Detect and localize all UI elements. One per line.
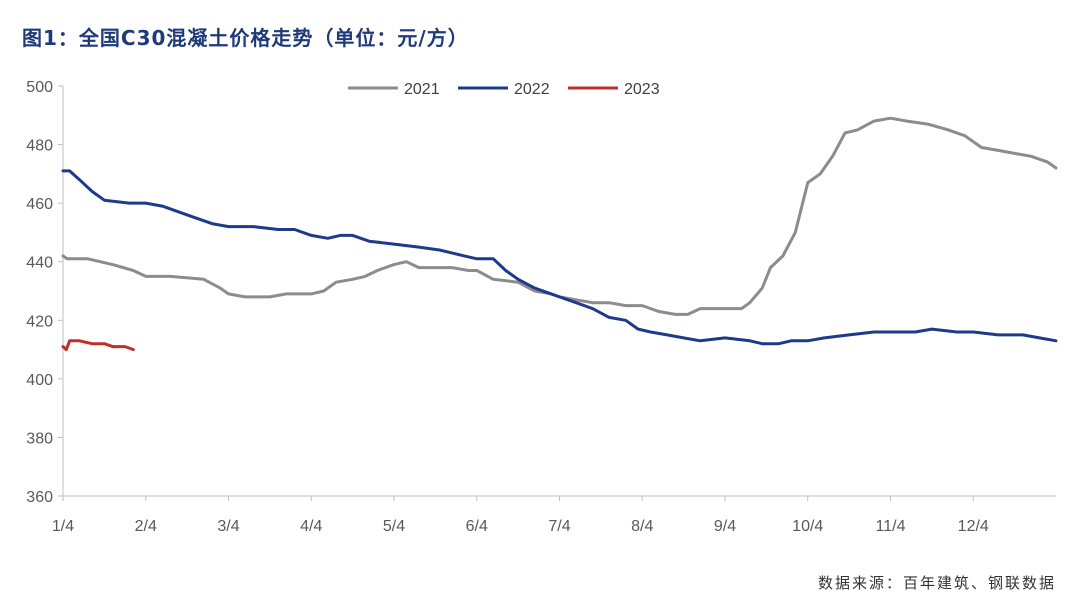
- legend-label-2023: 2023: [624, 81, 660, 98]
- x-tick-label: 11/4: [876, 518, 906, 535]
- chart-axes: 360 380 400 420 440 460 480 500 1/4 2/4 3/4 4/4 5/4 6…: [26, 79, 1056, 535]
- x-tick-label: 4/4: [300, 518, 322, 535]
- legend-label-2021: 2021: [404, 81, 440, 98]
- y-tick-label: 440: [26, 255, 53, 272]
- x-tick-label: 8/4: [631, 518, 653, 535]
- series-line-2021: [61, 116, 1058, 316]
- source-note: 数据来源：百年建筑、钢联数据: [817, 574, 1056, 592]
- y-tick-label: 400: [26, 372, 53, 389]
- legend-label-2022: 2022: [514, 81, 550, 98]
- y-tick-label: 360: [26, 489, 53, 506]
- x-tick-label: 12/4: [958, 518, 989, 535]
- x-tick-label: 1/4: [52, 518, 74, 535]
- series-line-2022: [61, 169, 1058, 346]
- y-tick-label: 500: [26, 79, 53, 96]
- x-tick-label: 10/4: [792, 518, 823, 535]
- y-tick-label: 480: [26, 138, 53, 155]
- series-line-2023: [61, 339, 135, 352]
- x-tick-label: 3/4: [217, 518, 239, 535]
- chart-legend: 2021 2022 2023: [348, 81, 660, 98]
- x-tick-label: 5/4: [383, 518, 405, 535]
- x-tick-label: 2/4: [135, 518, 157, 535]
- x-tick-label: 6/4: [466, 518, 488, 535]
- y-tick-label: 420: [26, 313, 53, 330]
- chart-title: 图1：全国C30混凝土价格走势（单位：元/方）: [22, 26, 469, 50]
- x-tick-label: 7/4: [548, 518, 570, 535]
- y-tick-label: 460: [26, 196, 53, 213]
- series-layer: [61, 116, 1058, 352]
- y-tick-label: 380: [26, 430, 53, 447]
- x-tick-label: 9/4: [714, 518, 736, 535]
